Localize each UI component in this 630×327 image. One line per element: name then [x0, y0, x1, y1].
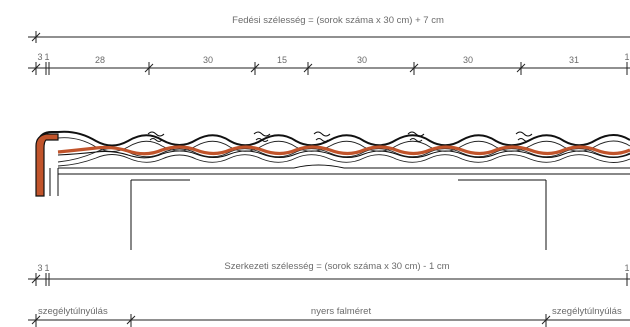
- top-dim-3: 3: [37, 52, 42, 62]
- tile-outline-top: [37, 130, 630, 147]
- edge-label-left: szegélytúlnyúlás: [38, 306, 108, 317]
- top-dim-30-b: 30: [357, 55, 367, 65]
- bottom-structural-dimension: 3 1 1 Szerkezeti szélesség = (sorok szám…: [28, 261, 630, 286]
- top-dim-28: 28: [95, 55, 105, 65]
- top-caption: Fedési szélesség = (sorok száma x 30 cm)…: [232, 15, 444, 26]
- top-dim-30-c: 30: [463, 55, 473, 65]
- bottom-label-dimension: szegélytúlnyúlás nyers falméret szegélyt…: [28, 306, 630, 327]
- roof-tile-section: [35, 130, 630, 250]
- edge-label-right: szegélytúlnyúlás: [552, 306, 622, 317]
- bottom-dim-3: 3: [37, 263, 42, 273]
- red-tile-layer: [57, 145, 630, 156]
- bottom-caption: Szerkezeti szélesség = (sorok száma x 30…: [224, 261, 449, 272]
- top-segment-dimensions: 3 1 28 30 15 30 30 31 1: [28, 52, 630, 75]
- bottom-dim-1-right: 1: [624, 263, 629, 273]
- middle-label: nyers falméret: [311, 306, 372, 317]
- top-dim-1: 1: [44, 52, 49, 62]
- left-verge-tile: [35, 133, 59, 197]
- top-dim-30-a: 30: [203, 55, 213, 65]
- bottom-dim-1: 1: [44, 263, 49, 273]
- top-overall-dimension: Fedési szélesség = (sorok száma x 30 cm)…: [28, 15, 630, 43]
- top-dim-15: 15: [277, 55, 287, 65]
- top-dim-1-right: 1: [624, 52, 629, 62]
- top-dim-31: 31: [569, 55, 579, 65]
